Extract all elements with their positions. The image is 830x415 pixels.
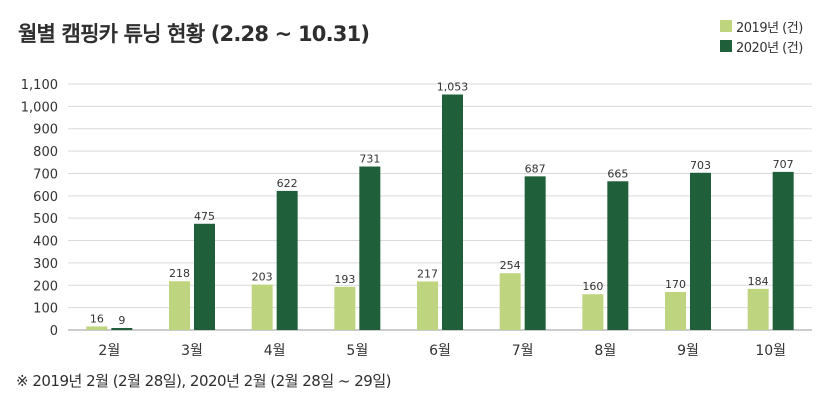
data-label: 9	[118, 314, 125, 327]
bar-2020-3	[194, 223, 215, 330]
y-tick-label: 900	[33, 123, 58, 138]
bar-2019-10	[747, 288, 769, 330]
y-tick-label: 1,000	[21, 100, 58, 115]
bar-2020-6	[442, 94, 463, 330]
data-label: 622	[277, 177, 298, 190]
data-label: 193	[334, 273, 355, 286]
data-label: 665	[607, 167, 628, 180]
legend-swatch-2020	[720, 40, 732, 52]
bar-2020-10	[772, 171, 794, 330]
bar-2019-8	[582, 294, 604, 330]
bar-2019-9	[665, 291, 686, 330]
footnote: ※ 2019년 2월 (2월 28일), 2020년 2월 (2월 28일 ~ …	[16, 372, 391, 390]
bar-2020-8	[607, 181, 629, 330]
bar-2020-9	[690, 172, 711, 330]
bar-2020-7	[524, 176, 546, 330]
bar-2019-6	[417, 281, 438, 330]
x-tick-label: 5월	[346, 343, 368, 359]
data-label: 16	[90, 312, 104, 325]
x-tick-label: 4월	[264, 343, 286, 359]
x-tick-label: 8월	[594, 343, 616, 359]
bar-2020-4	[276, 190, 298, 330]
data-label: 475	[194, 210, 215, 223]
y-tick-label: 1,100	[21, 78, 58, 93]
data-label: 687	[525, 162, 546, 175]
x-tick-label: 3월	[181, 343, 203, 359]
legend-item-2020: 2020년 (건)	[720, 36, 803, 56]
legend-item-2019: 2019년 (건)	[720, 16, 803, 36]
x-tick-label: 9월	[677, 343, 699, 359]
y-tick-label: 600	[33, 190, 58, 205]
bar-2019-7	[499, 273, 521, 330]
y-tick-label: 100	[33, 302, 58, 317]
data-label: 1,053	[437, 81, 469, 94]
bar-2020-2	[111, 327, 133, 330]
y-tick-label: 0	[50, 324, 58, 339]
y-tick-label: 200	[33, 279, 58, 294]
x-tick-label: 10월	[755, 343, 786, 359]
legend-swatch-2019	[720, 20, 732, 32]
data-label: 203	[252, 271, 273, 284]
x-tick-label: 2월	[98, 343, 120, 359]
bar-2020-5	[359, 166, 381, 330]
x-tick-label: 6월	[429, 343, 451, 359]
y-tick-label: 400	[33, 235, 58, 250]
legend-label-2019: 2019년 (건)	[736, 20, 803, 36]
data-label: 217	[417, 267, 438, 280]
legend: 2019년 (건) 2020년 (건)	[720, 16, 803, 56]
data-label: 160	[582, 280, 603, 293]
data-label: 731	[359, 153, 380, 166]
data-label: 703	[690, 159, 711, 172]
data-label: 218	[169, 267, 190, 280]
y-tick-label: 300	[33, 257, 58, 272]
data-label: 254	[500, 259, 521, 272]
legend-label-2020: 2020년 (건)	[736, 40, 803, 56]
bar-2019-2	[86, 326, 108, 330]
data-label: 184	[748, 275, 769, 288]
y-tick-label: 700	[33, 167, 58, 182]
data-label: 707	[773, 158, 794, 171]
data-label: 170	[665, 278, 686, 291]
bar-2019-3	[169, 281, 190, 330]
y-tick-label: 800	[33, 145, 58, 160]
x-tick-label: 7월	[512, 343, 534, 359]
bar-2019-5	[334, 286, 356, 330]
y-tick-label: 500	[33, 212, 58, 227]
chart-title: 월별 캠핑카 튜닝 현황 (2.28 ~ 10.31)	[18, 22, 370, 46]
bar-2019-4	[251, 284, 273, 330]
